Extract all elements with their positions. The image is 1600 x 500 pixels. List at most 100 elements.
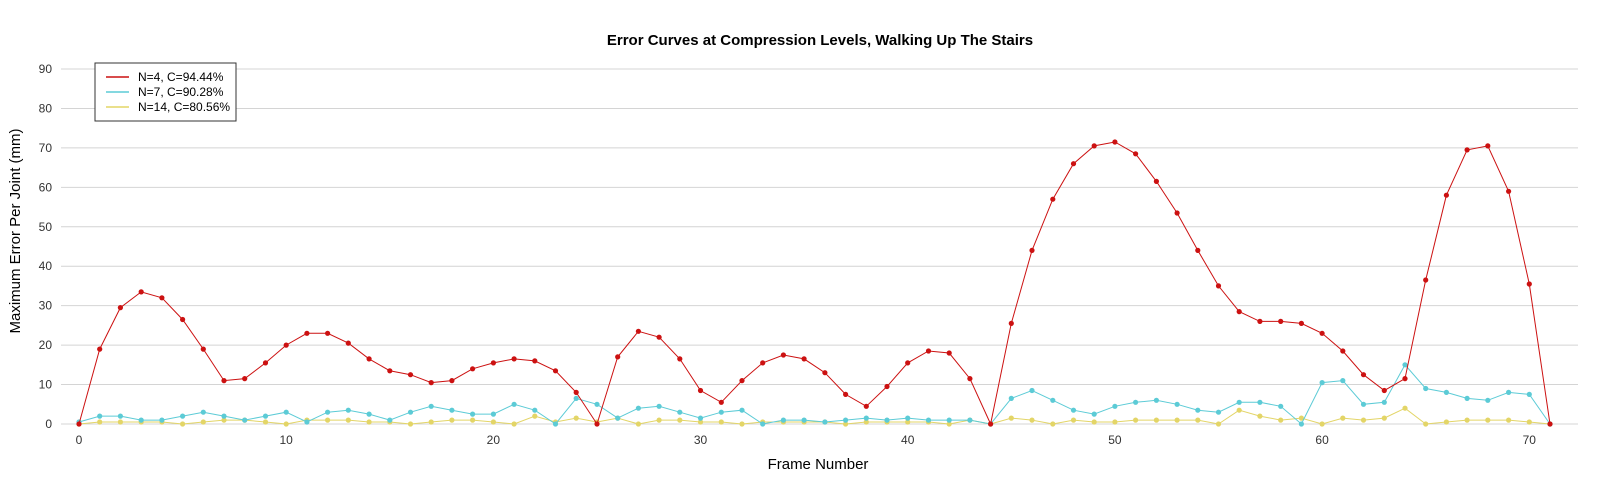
data-point [1423, 385, 1429, 392]
y-tick-label: 80 [39, 101, 53, 115]
data-point [1195, 407, 1201, 413]
data-point [1443, 192, 1449, 198]
data-point [532, 358, 538, 364]
data-point [1112, 139, 1118, 145]
data-point [470, 417, 476, 423]
data-point [988, 421, 994, 427]
data-point [304, 419, 310, 425]
data-point [1174, 401, 1180, 407]
data-point [1319, 421, 1325, 427]
data-point [677, 409, 683, 415]
data-point [1133, 399, 1139, 405]
data-point [407, 421, 414, 427]
y-tick-label: 70 [39, 141, 53, 155]
grid-lines [61, 68, 1578, 425]
data-point [677, 356, 683, 362]
data-point [1070, 161, 1077, 167]
data-point [1381, 387, 1387, 394]
data-point [532, 413, 538, 419]
data-point [262, 419, 269, 425]
data-point [863, 415, 869, 421]
data-point [221, 378, 227, 384]
data-point [117, 419, 123, 425]
data-point [1029, 417, 1035, 423]
data-point [1381, 399, 1387, 405]
data-point [470, 366, 476, 372]
data-point [1008, 395, 1014, 401]
data-point [97, 413, 103, 419]
x-tick-label: 10 [280, 433, 294, 447]
legend-label-1: N=7, C=90.28% [138, 85, 224, 99]
data-point [387, 417, 393, 423]
x-tick-label: 40 [901, 433, 915, 447]
data-point [1091, 143, 1097, 149]
data-point [325, 330, 331, 336]
data-point [159, 417, 165, 423]
data-point [1215, 409, 1222, 415]
y-tick-label: 60 [39, 180, 53, 194]
data-point [656, 403, 662, 409]
data-point [366, 356, 372, 362]
data-point [180, 421, 186, 427]
data-point [635, 328, 642, 334]
y-tick-label: 50 [39, 220, 53, 234]
legend-label-0: N=4, C=94.44% [138, 70, 224, 84]
data-point [1547, 421, 1553, 427]
data-point [843, 391, 849, 397]
data-point [283, 342, 289, 348]
data-point [159, 295, 165, 301]
data-point [449, 417, 455, 423]
data-point [1008, 415, 1014, 421]
data-point [760, 360, 766, 366]
data-point [1340, 415, 1346, 421]
data-point [1526, 391, 1532, 397]
data-point [1050, 397, 1056, 403]
data-point [428, 419, 434, 425]
data-point [283, 421, 289, 427]
data-point [242, 417, 248, 423]
data-point [449, 378, 455, 384]
data-point [1257, 399, 1263, 405]
data-point [925, 417, 932, 423]
data-point [449, 407, 455, 413]
data-point [97, 346, 103, 352]
data-point [739, 378, 745, 384]
data-point [345, 340, 351, 346]
data-point [1195, 417, 1201, 423]
data-point [718, 419, 724, 425]
data-point [739, 421, 745, 427]
data-point [1360, 417, 1367, 423]
data-point [1215, 283, 1222, 289]
data-point [1506, 417, 1512, 423]
data-point [905, 360, 911, 366]
data-point [1091, 419, 1097, 425]
data-point [262, 413, 269, 419]
data-point [967, 376, 973, 382]
data-point [697, 415, 704, 421]
y-tick-label: 90 [39, 62, 53, 76]
data-point [325, 417, 331, 423]
data-point [1029, 247, 1035, 253]
data-point [428, 380, 434, 386]
data-point [428, 403, 434, 409]
data-point [470, 411, 476, 417]
data-point [1257, 318, 1263, 324]
data-point [200, 419, 206, 425]
data-point [697, 419, 704, 425]
data-point [366, 419, 372, 425]
data-point [1050, 196, 1056, 202]
data-point [615, 415, 621, 421]
data-point [138, 289, 144, 295]
data-point [718, 409, 724, 415]
data-point [1278, 318, 1284, 324]
data-point [1298, 320, 1304, 326]
data-point [490, 411, 496, 417]
data-point [1008, 320, 1014, 326]
data-point [1298, 415, 1304, 421]
data-point [884, 417, 890, 423]
data-point [1319, 330, 1325, 336]
data-point [1070, 417, 1077, 423]
data-point [221, 417, 227, 423]
data-point [1402, 362, 1408, 368]
